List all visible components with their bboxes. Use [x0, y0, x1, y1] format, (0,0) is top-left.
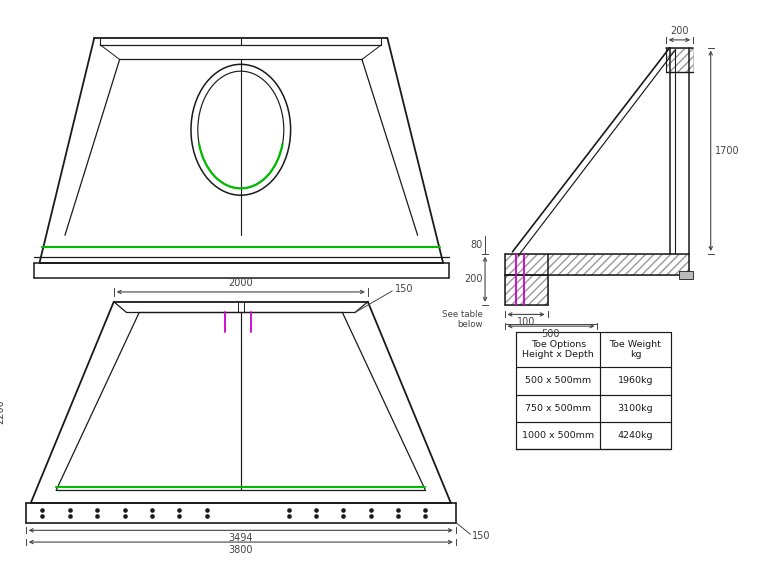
Text: Toe Options
Height x Depth: Toe Options Height x Depth — [522, 340, 594, 359]
Text: 3494: 3494 — [229, 533, 253, 543]
Text: 1000 x 500mm: 1000 x 500mm — [522, 431, 594, 440]
Text: 200: 200 — [670, 26, 688, 36]
Bar — [680, 271, 693, 279]
Text: 1960kg: 1960kg — [618, 376, 653, 385]
Text: 100: 100 — [517, 317, 535, 327]
Text: 80: 80 — [471, 240, 483, 250]
Text: See table
below: See table below — [442, 310, 483, 329]
Text: Toe Weight
kg: Toe Weight kg — [610, 340, 662, 359]
Text: 4240kg: 4240kg — [618, 431, 653, 440]
Text: 750 x 500mm: 750 x 500mm — [525, 404, 591, 413]
Text: 150: 150 — [472, 531, 491, 541]
Text: 3800: 3800 — [229, 545, 253, 555]
Text: 2200: 2200 — [0, 400, 5, 425]
Text: 1700: 1700 — [715, 146, 739, 156]
Text: 2000: 2000 — [228, 278, 253, 288]
Text: 500: 500 — [541, 329, 560, 339]
Text: 500 x 500mm: 500 x 500mm — [525, 376, 591, 385]
Text: 3100kg: 3100kg — [618, 404, 653, 413]
Text: 200: 200 — [465, 274, 483, 284]
Text: 150: 150 — [395, 284, 414, 294]
